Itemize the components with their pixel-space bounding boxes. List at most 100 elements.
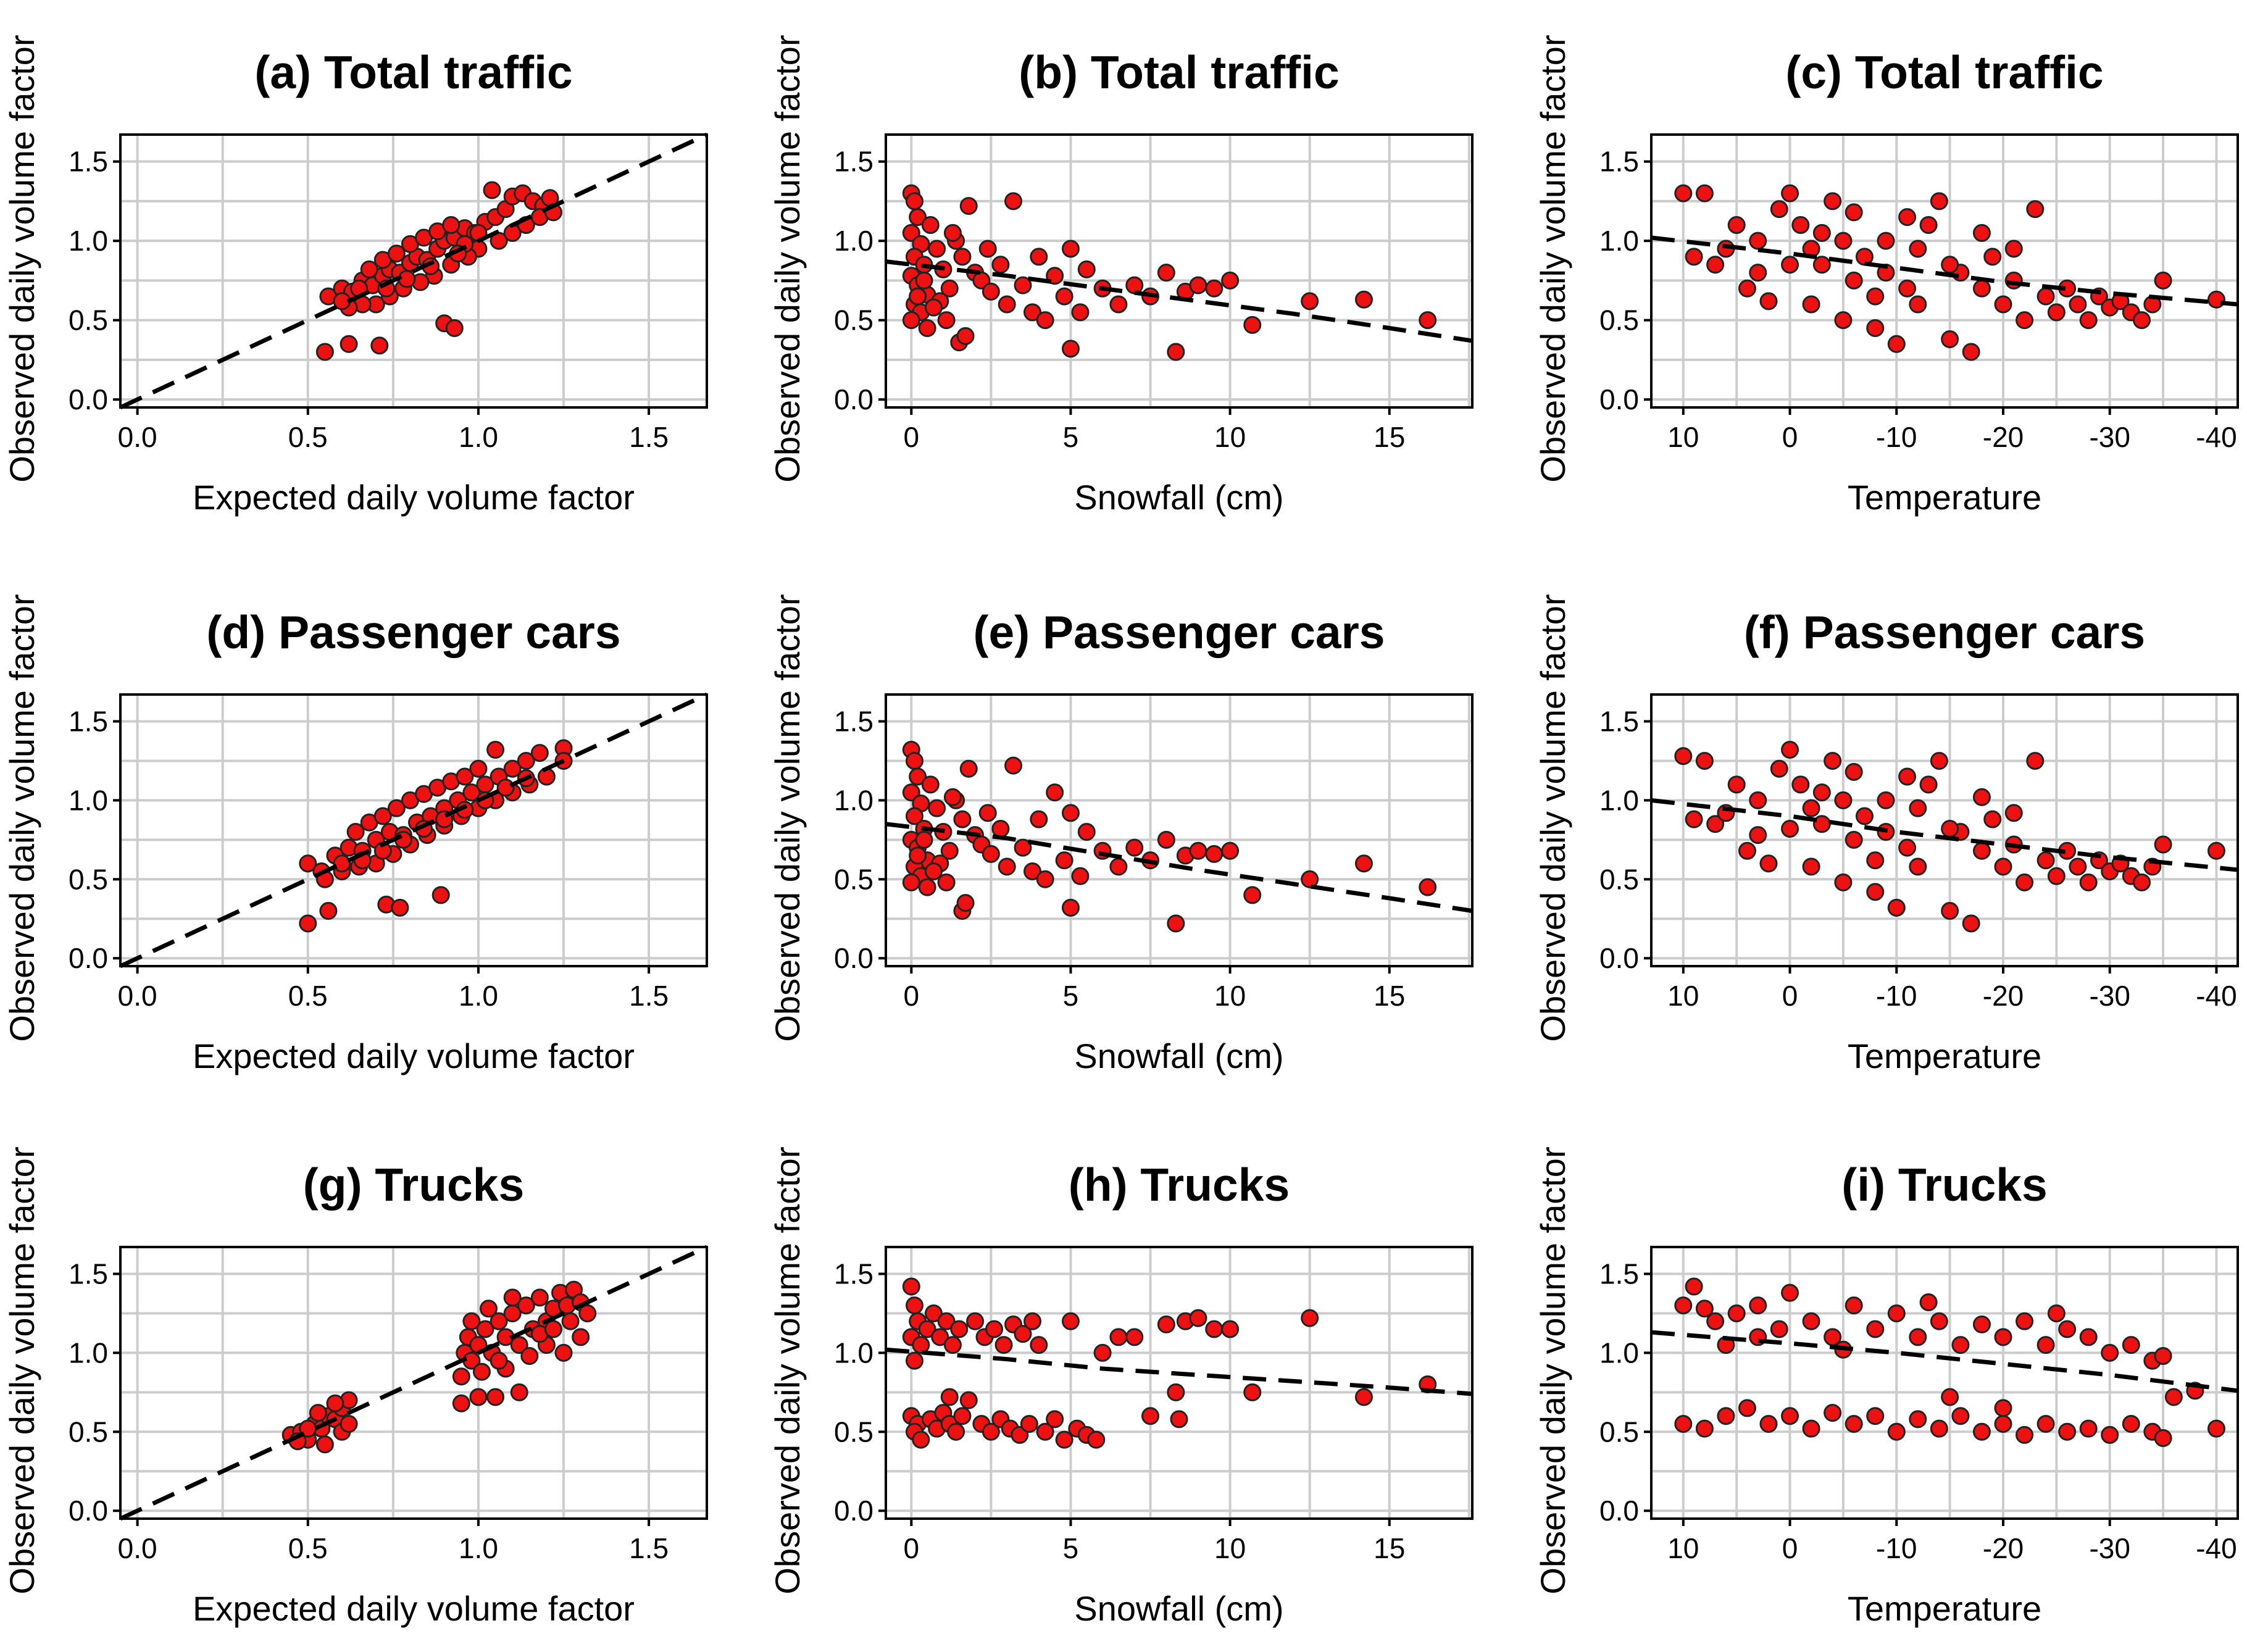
chart-h-point — [918, 1320, 936, 1338]
chart-f-point — [2154, 835, 2172, 854]
chart-h-point — [985, 1320, 1004, 1338]
chart-e-ytick-label: 1.5 — [834, 705, 873, 737]
chart-h-point — [1141, 1407, 1160, 1425]
chart-e-point — [1036, 870, 1054, 888]
chart-i-trend-line — [1651, 1330, 2238, 1393]
chart-e-point — [1125, 838, 1144, 857]
chart-i-point — [1727, 1304, 1746, 1322]
chart-i-xtick-label: -30 — [2089, 1532, 2130, 1564]
chart-e-xtick-label: 5 — [1063, 980, 1079, 1012]
chart-i-point — [1759, 1415, 1778, 1433]
chart-f-point — [2036, 851, 2055, 870]
chart-h-point — [943, 1336, 962, 1354]
chart-g-xtick-label: 1.0 — [459, 1532, 498, 1564]
chart-e-ylabel: Observed daily volume factor — [768, 594, 807, 1041]
chart-h-point — [905, 1296, 923, 1315]
chart-g-xtick-label: 0.0 — [118, 1532, 157, 1564]
chart-c-point — [1834, 232, 1853, 250]
chart-c-point — [1727, 215, 1746, 234]
chart-h-point — [912, 1336, 930, 1354]
chart-b-point — [1221, 271, 1240, 290]
chart-a-xlabel: Expected daily volume factor — [193, 478, 635, 517]
chart-i-title: (i) Trucks — [1841, 1159, 2047, 1211]
chart-i-point — [1674, 1415, 1693, 1433]
chart-c-point — [1834, 311, 1853, 330]
chart-e-xtick-label: 10 — [1214, 980, 1246, 1012]
chart-b-point — [1055, 287, 1073, 306]
chart-c-point — [1706, 256, 1725, 274]
chart-i-point — [1887, 1422, 1906, 1441]
chart-g-point — [486, 1388, 505, 1406]
chart-f-point — [1802, 857, 1820, 876]
chart-i-point — [1802, 1312, 1820, 1330]
chart-e: 0 5 10 15 0.0 0.5 1.0 1.5 (e) Passenger cars Snow… — [768, 594, 1474, 1075]
chart-f-point — [1674, 747, 1693, 766]
chart-c-point — [1812, 256, 1831, 274]
chart-c-point — [1909, 240, 1927, 258]
chart-f-point — [1930, 751, 1948, 770]
chart-g-ytick-label: 1.5 — [69, 1258, 108, 1290]
chart-c-xtick-label: -10 — [1876, 421, 1917, 453]
chart-d-point — [469, 759, 488, 778]
chart-d-ytick-label: 0.0 — [69, 942, 108, 974]
chart-g-point — [452, 1367, 470, 1386]
chart-a-xtick-label: 1.5 — [629, 421, 669, 453]
chart-f-ytick-label: 1.5 — [1599, 705, 1639, 737]
chart-i-point — [2164, 1388, 2183, 1406]
chart-i-point — [1909, 1410, 1927, 1429]
chart-d-point — [319, 901, 338, 920]
chart-b: 0 5 10 15 0.0 0.5 1.0 1.5 (b) Total traffic Snowf… — [768, 35, 1474, 517]
chart-g-xtick-label: 0.5 — [288, 1532, 328, 1564]
chart-d-point — [530, 744, 549, 762]
chart-f-point — [2026, 751, 2045, 770]
chart-f-point — [1941, 819, 1959, 838]
chart-a-trend-line — [119, 132, 708, 410]
chart-b-ytick-label: 1.5 — [834, 146, 873, 178]
chart-h-point — [1046, 1410, 1064, 1429]
chart-h-point — [1087, 1430, 1106, 1449]
chart-c-xtick-label: 10 — [1667, 421, 1699, 453]
chart-h-xtick-label: 10 — [1214, 1532, 1246, 1564]
chart-i-point — [2101, 1425, 2119, 1444]
chart-b-ytick-label: 1.0 — [834, 225, 873, 257]
chart-f-point — [2207, 841, 2225, 860]
chart-g-point — [561, 1312, 580, 1330]
chart-i-ytick-label: 0.0 — [1599, 1495, 1639, 1527]
chart-c-point — [1972, 223, 1991, 242]
chart-c-point — [2004, 240, 2023, 258]
chart-e-point — [1157, 830, 1175, 849]
chart-b-point — [1354, 290, 1373, 309]
chart-h-point — [959, 1391, 978, 1409]
chart-f-point — [1845, 762, 1863, 781]
chart-i: 10 0 -10 -20 -30 -40 0.0 0.5 1.0 1.5 (i) Trucks Tem… — [1533, 1146, 2239, 1628]
chart-f-point — [1941, 901, 1959, 920]
chart-e-point — [1061, 804, 1080, 822]
chart-h-xtick-label: 5 — [1063, 1532, 1079, 1564]
chart-c-point — [1972, 279, 1991, 298]
chart-h-trend-line — [885, 1347, 1473, 1396]
chart-i-frame — [1650, 1246, 2239, 1520]
chart-d-title: (d) Passenger cars — [206, 606, 620, 658]
chart-f-xtick-label: -30 — [2089, 980, 2130, 1012]
chart-d-ytick-label: 0.5 — [69, 863, 108, 895]
chart-c-point — [1695, 184, 1714, 202]
chart-g-point — [326, 1394, 344, 1412]
chart-b-xtick-label: 15 — [1374, 421, 1405, 453]
chart-e-point — [1109, 857, 1128, 876]
chart-h: 0 5 10 15 0.0 0.5 1.0 1.5 (h) Trucks Snowfall (cm… — [768, 1146, 1474, 1628]
chart-h-point — [1301, 1309, 1319, 1327]
chart-e-point — [1243, 886, 1262, 904]
chart-c-point — [1845, 271, 1863, 290]
chart-c-point — [1941, 330, 1959, 348]
chart-h-point — [1011, 1425, 1029, 1444]
chart-g-point — [469, 1388, 488, 1406]
chart-c-point — [1812, 223, 1831, 242]
chart-a-ytick-label: 1.5 — [69, 146, 108, 178]
chart-g-point — [490, 1312, 508, 1330]
chart-c-point — [1898, 279, 1917, 298]
chart-c-point — [1887, 335, 1906, 353]
chart-e-point — [1221, 841, 1240, 860]
chart-b-point — [909, 287, 927, 306]
chart-e-point — [991, 819, 1010, 838]
chart-f-point — [1802, 799, 1820, 817]
